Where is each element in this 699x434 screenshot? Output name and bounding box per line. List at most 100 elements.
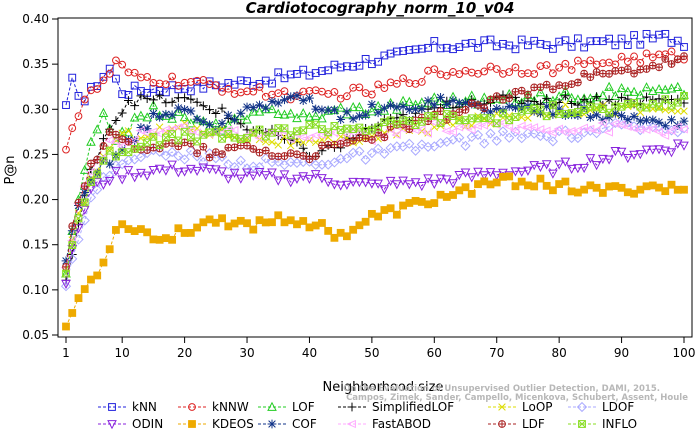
data-point [248,106,259,116]
data-point [242,114,252,124]
data-point [311,152,320,161]
data-point [578,123,589,132]
legend-item-lof: LOF [258,400,315,414]
data-point [361,127,370,135]
data-point [229,125,239,135]
data-point [547,136,559,147]
data-point [374,212,383,221]
data-point [249,145,258,153]
data-point [648,115,658,125]
data-point [62,322,70,331]
data-point [555,63,564,72]
data-point [280,87,289,96]
data-point [442,43,451,52]
data-point [680,52,688,61]
legend-item-ldf: LDF [488,417,545,431]
data-point [530,104,539,113]
data-point [647,124,657,133]
data-point [666,148,677,158]
data-point [129,173,140,183]
data-point [342,107,352,117]
data-point [374,57,383,66]
data-point [617,52,626,61]
data-point [449,112,457,120]
data-point [648,61,657,70]
data-point [461,105,470,114]
data-point [85,192,97,203]
data-point [174,136,183,145]
data-point [142,94,152,104]
y-tick-label: 0.35 [22,57,49,71]
data-point [554,160,564,170]
data-point [522,123,532,132]
data-point [417,78,426,86]
data-point [104,136,114,145]
data-point [379,185,390,195]
data-point [235,155,246,166]
data-point [123,166,134,176]
data-point [661,187,670,196]
data-point [255,100,264,110]
data-point [424,66,432,75]
data-point [584,124,595,134]
data-point [553,124,564,133]
data-point [242,102,252,112]
data-point [674,107,682,115]
data-point [148,100,159,110]
data-point [641,82,652,92]
data-point [424,117,432,126]
data-point [198,157,209,168]
data-point [561,109,570,118]
data-point [460,168,471,178]
data-point [529,161,540,171]
x-tick-label: 1 [62,346,70,360]
data-point [673,36,682,45]
data-point [105,64,114,73]
legend-marker [188,403,196,411]
plot-frame [57,17,693,338]
data-point [136,91,146,101]
data-point [124,96,133,105]
data-point [118,220,127,229]
data-point [193,137,201,146]
data-point [80,198,89,207]
data-point [598,189,607,197]
data-point [211,218,220,227]
data-point [267,168,277,178]
data-point [311,104,321,114]
data-point [653,127,663,136]
data-point [167,97,177,107]
data-point [230,90,239,98]
data-point [667,60,676,68]
legend-label: LDOF [602,400,634,414]
data-point [524,106,532,114]
data-point [211,127,220,136]
data-point [486,107,495,117]
data-point [667,39,676,47]
data-point [617,183,626,192]
data-point [466,173,477,183]
data-point [680,107,688,115]
data-point [236,108,246,118]
data-point [455,70,464,78]
data-point [299,126,308,135]
data-point [542,61,551,69]
data-point [505,68,514,76]
data-point [379,148,390,159]
data-point [517,69,526,78]
data-point [610,90,621,100]
data-point [87,178,95,186]
data-point [586,102,595,111]
data-point [99,156,108,165]
chart-title: Cardiotocography_norm_10_v04 [246,0,515,17]
data-point [148,109,158,118]
data-point [373,143,384,154]
data-point [267,97,277,106]
legend-item-kdeos: KDEOS [178,417,254,431]
data-point [167,160,177,170]
data-point [391,130,401,140]
data-point [161,80,170,89]
data-point [80,188,90,197]
data-point [424,112,432,121]
data-point [660,121,670,131]
